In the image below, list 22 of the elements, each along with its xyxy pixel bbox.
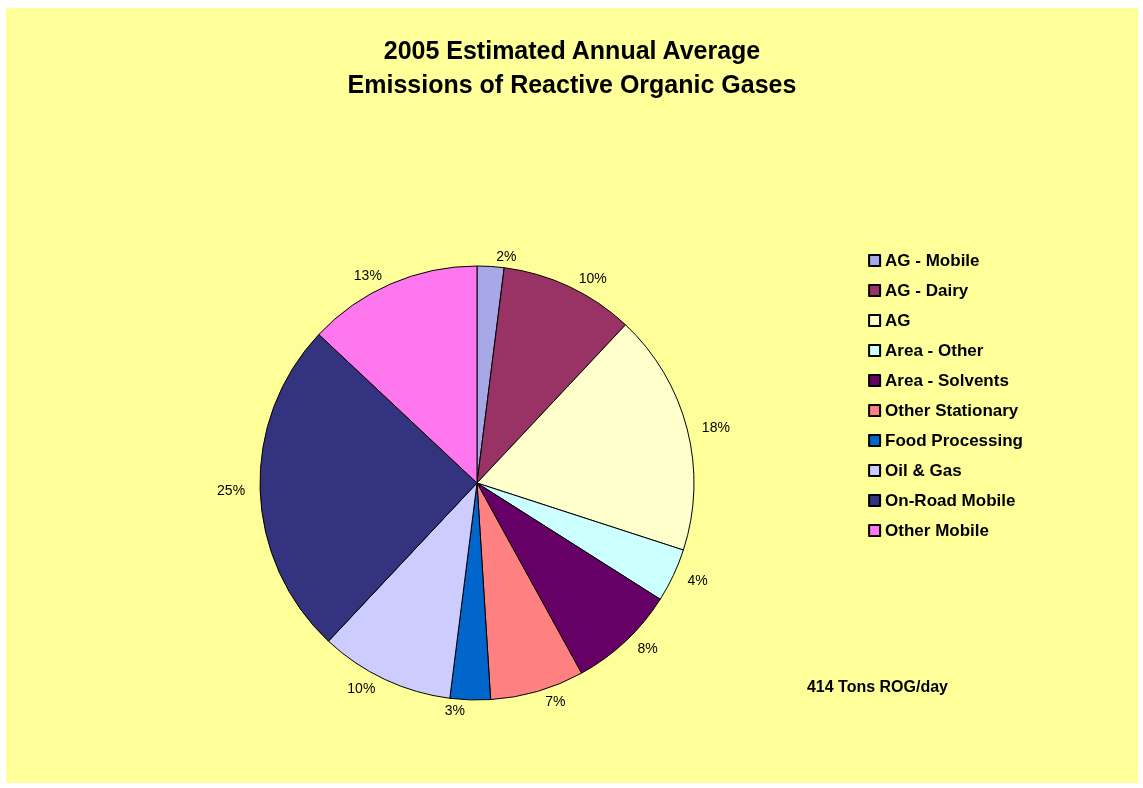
legend-label: Area - Solvents [885,371,1009,390]
data-label: 25% [217,482,246,499]
legend-label: AG - Dairy [885,281,969,300]
legend-label: Other Mobile [885,521,989,540]
data-label: 10% [578,269,607,286]
data-label: 8% [637,640,658,657]
data-label: 18% [701,418,730,435]
data-label: 3% [444,701,465,718]
legend-label: AG - Mobile [885,251,980,270]
data-label: 10% [347,680,376,697]
legend-label: AG [885,311,911,330]
legend-label: Area - Other [885,341,984,360]
data-label: 2% [496,248,517,265]
legend-label: Oil & Gas [885,461,962,480]
data-label: 4% [687,571,708,588]
text: 414 Tons ROG/day [806,677,949,695]
legend-label: Other Stationary [885,401,1019,420]
data-label: 13% [353,266,382,283]
data-label: 7% [545,692,566,709]
legend-label: Food Processing [885,431,1024,450]
chart-title: 2005 Estimated Annual Average Emissions of Reactive Organic Gases [347,36,797,98]
legend-label: On-Road Mobile [885,491,1016,510]
